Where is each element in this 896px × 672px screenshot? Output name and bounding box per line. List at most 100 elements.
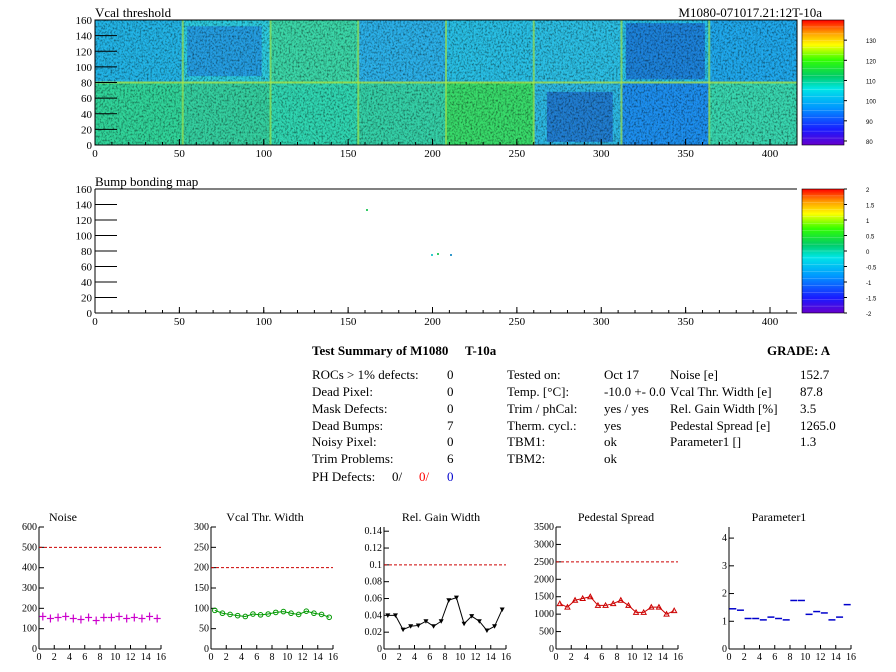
x-tick-label: 14 <box>658 652 668 663</box>
z-tick-label: 90 <box>866 120 873 126</box>
data-point <box>492 624 498 629</box>
result-label: Vcal Thr. Width [e] <box>670 384 772 399</box>
y-tick-label: 0.04 <box>365 610 383 621</box>
data-point <box>469 614 475 619</box>
data-point <box>257 612 264 618</box>
y-tick-label: 300 <box>194 522 209 533</box>
z-tick-label: 120 <box>866 59 877 65</box>
data-point <box>625 601 632 608</box>
chart-title: Noise <box>49 510 77 524</box>
data-point <box>385 613 391 618</box>
defect-label: Mask Defects: <box>312 401 388 416</box>
y-tick-label: 120 <box>76 46 93 58</box>
z-tick-label: 2 <box>866 188 870 194</box>
x-tick-label: 4 <box>67 652 72 663</box>
data-point <box>242 613 249 620</box>
x-tick-label: 12 <box>643 652 653 663</box>
x-tick-label: 200 <box>424 148 441 160</box>
condition-value: -10.0 +- 0.0 <box>604 384 666 399</box>
data-point <box>415 623 421 628</box>
data-point <box>461 621 467 627</box>
x-tick-label: 10 <box>110 652 120 663</box>
map2-axes: 0 50 100 150 200 250 300 350 400 0 20 40 60 80 100 120 1… <box>76 184 797 328</box>
y-tick-label: 100 <box>22 624 37 635</box>
vcal-threshold-heatmap <box>95 20 797 145</box>
condition-value: yes <box>604 418 622 433</box>
y-tick-label: 0 <box>549 644 554 655</box>
x-tick-label: 2 <box>742 652 747 663</box>
condition-value: ok <box>604 434 617 449</box>
data-point <box>326 614 332 621</box>
y-tick-label: 0 <box>32 644 37 655</box>
chart-title: Vcal Thr. Width <box>226 510 303 524</box>
y-tick-label: 0.06 <box>365 594 383 605</box>
y-tick-label: 0 <box>377 644 382 655</box>
y-tick-label: 250 <box>194 542 209 553</box>
data-point <box>438 619 444 624</box>
data-point <box>632 608 640 615</box>
data-point <box>212 607 218 614</box>
data-point <box>655 603 663 610</box>
data-point <box>295 611 302 618</box>
x-tick-label: 2 <box>52 652 57 663</box>
x-tick-label: 50 <box>174 316 186 328</box>
data-point <box>234 612 241 619</box>
z-tick-label: 130 <box>866 39 877 45</box>
y-tick-label: 200 <box>22 603 37 614</box>
x-tick-label: 8 <box>788 652 793 663</box>
map1-axes: 0 50 100 150 200 250 300 350 400 0 20 40 60 80 100 120 1… <box>76 15 797 160</box>
x-tick-label: 150 <box>340 316 357 328</box>
y-tick-label: 1 <box>722 616 727 627</box>
result-label: Pedestal Spread [e] <box>670 418 771 433</box>
x-tick-label: 400 <box>762 148 779 160</box>
summary-title: Test Summary of M1080 <box>312 343 449 358</box>
z-tick-label: 110 <box>866 79 876 85</box>
y-tick-label: 100 <box>194 603 209 614</box>
x-tick-label: 12 <box>816 652 826 663</box>
map1-color-scale: 80 90 100 110 120 130 <box>801 19 877 146</box>
defect-value: 7 <box>447 418 454 433</box>
x-tick-label: 16 <box>156 652 166 663</box>
y-tick-label: 200 <box>194 563 209 574</box>
x-tick-label: 8 <box>443 652 448 663</box>
x-tick-label: 0 <box>92 316 98 328</box>
data-point <box>670 607 678 614</box>
bump-defect <box>450 254 452 256</box>
x-tick-label: 6 <box>254 652 259 663</box>
defect-value: 0 <box>447 434 454 449</box>
data-point <box>431 624 437 629</box>
x-tick-label: 14 <box>486 652 496 663</box>
y-tick-label: 500 <box>22 542 37 553</box>
y-tick-label: 3000 <box>534 539 554 550</box>
x-tick-label: 4 <box>757 652 762 663</box>
x-tick-label: 50 <box>174 148 186 160</box>
x-tick-label: 14 <box>831 652 841 663</box>
z-tick-label: 1.5 <box>866 204 875 210</box>
defect-value: 0 <box>447 384 454 399</box>
data-point <box>303 608 310 614</box>
y-tick-label: 0 <box>87 308 93 320</box>
bump-bonding-map: Bump bonding map 0 50 100 150 200 250 300 350 40… <box>76 174 878 328</box>
data-point <box>609 600 617 607</box>
y-tick-label: 100 <box>76 231 93 243</box>
x-tick-label: 12 <box>471 652 481 663</box>
y-tick-label: 80 <box>81 246 93 258</box>
data-point <box>586 593 594 600</box>
defect-label: Dead Bumps: <box>312 418 384 433</box>
result-label: Noise [e] <box>670 367 719 382</box>
x-tick-label: 250 <box>509 148 526 160</box>
series-line <box>387 597 503 632</box>
x-tick-label: 14 <box>141 652 151 663</box>
data-point <box>273 609 279 616</box>
y-tick-label: 500 <box>539 627 554 638</box>
x-tick-label: 100 <box>256 148 273 160</box>
data-point <box>617 596 625 603</box>
run-label: M1080-071017.21:12T-10a <box>678 5 822 20</box>
y-tick-label: 0.12 <box>365 543 383 554</box>
y-tick-label: 4 <box>722 533 727 544</box>
bump-map-area <box>95 189 797 313</box>
data-point <box>602 601 609 608</box>
